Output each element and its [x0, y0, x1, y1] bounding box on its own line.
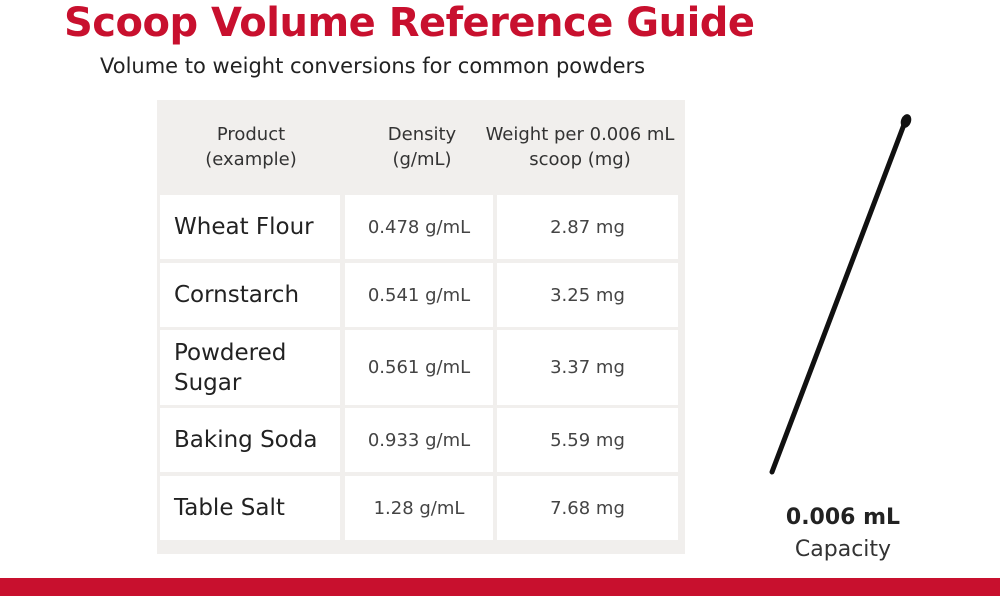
value-cell: 3.25 mg	[497, 263, 678, 327]
value-cell: 5.59 mg	[497, 408, 678, 472]
product-cell: Table Salt	[160, 476, 340, 540]
scoop-head	[900, 114, 912, 128]
product-cell: Baking Soda	[160, 408, 340, 472]
value-cell: 0.933 g/mL	[345, 408, 493, 472]
value-cell: 7.68 mg	[497, 476, 678, 540]
value-cell: 0.561 g/mL	[345, 330, 493, 405]
value-cell: 0.478 g/mL	[345, 195, 493, 259]
value-cell: 0.541 g/mL	[345, 263, 493, 327]
column-header: Density (g/mL)	[387, 124, 457, 170]
capacity-value: 0.006 mL	[785, 505, 901, 530]
capacity-label: Capacity	[794, 537, 892, 562]
value-cell: 3.37 mg	[497, 330, 678, 405]
title: Scoop Volume Reference Guide	[64, 0, 755, 46]
scoop-handle	[769, 119, 908, 475]
subtitle: Volume to weight conversions for common …	[100, 54, 646, 78]
product-cell: Powdered Sugar	[160, 330, 340, 405]
footer-bar	[0, 578, 1000, 596]
product-cell: Cornstarch	[160, 263, 340, 327]
product-cell: Wheat Flour	[160, 195, 340, 259]
value-cell: 2.87 mg	[497, 195, 678, 259]
table: Product (example) Density (g/mL) Weight …	[157, 100, 685, 554]
column-header: Product (example)	[205, 124, 297, 170]
column-header: Weight per 0.006 mL scoop (mg)	[485, 124, 675, 170]
value-cell: 1.28 g/mL	[345, 476, 493, 540]
